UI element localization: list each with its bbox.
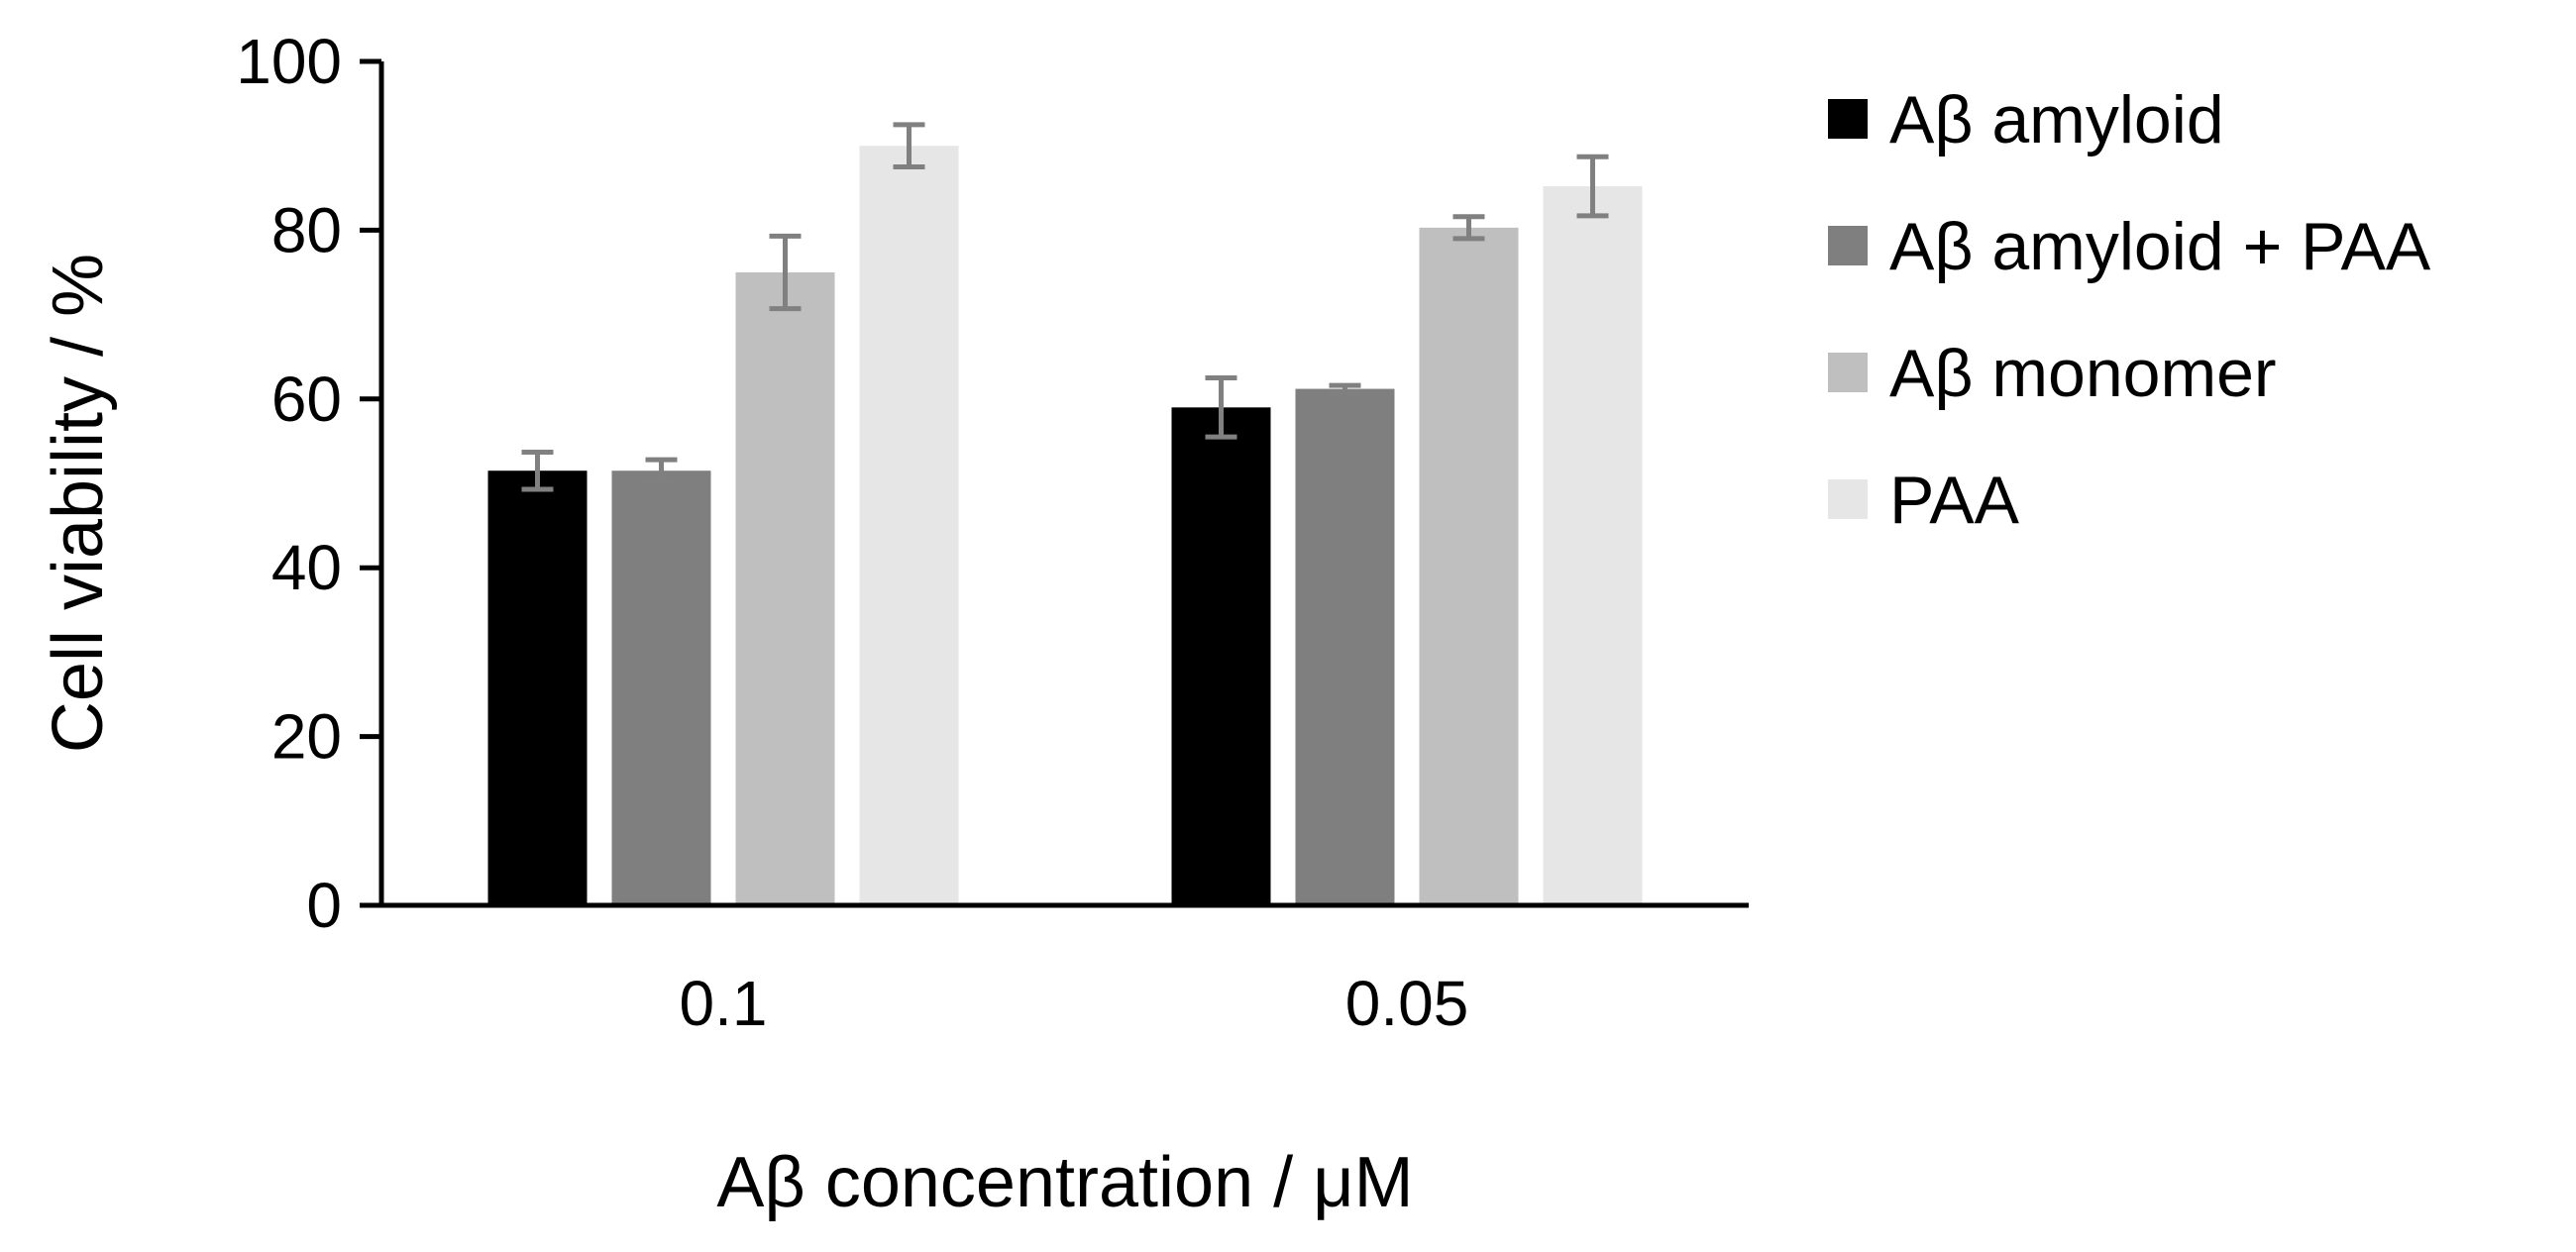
- legend-swatch-2: [1828, 353, 1868, 392]
- x-tick-label: 0.1: [680, 968, 768, 1039]
- bar-1-2: [1419, 227, 1519, 905]
- y-tick-label: 0: [306, 870, 342, 941]
- legend-label-0: Aβ amyloid: [1889, 82, 2224, 157]
- y-tick-label: 60: [271, 364, 342, 435]
- y-tick-label: 40: [271, 532, 342, 603]
- axes-layer: [360, 58, 1749, 908]
- legend: Aβ amyloid Aβ amyloid + PAA Aβ monomer PAA: [1828, 82, 2431, 538]
- legend-swatch-1: [1828, 226, 1868, 265]
- legend-swatch-0: [1828, 99, 1868, 139]
- legend-label-2: Aβ monomer: [1889, 336, 2277, 411]
- y-tick-label: 20: [271, 701, 342, 773]
- bar-0-3: [859, 146, 959, 905]
- bar-0-0: [487, 470, 588, 905]
- bars-layer: [487, 146, 1643, 905]
- y-tick-label: 80: [271, 194, 342, 265]
- bar-1-3: [1543, 186, 1643, 905]
- x-tick-label: 0.05: [1345, 968, 1469, 1039]
- bar-1-1: [1295, 388, 1395, 905]
- legend-label-1: Aβ amyloid + PAA: [1889, 209, 2431, 284]
- legend-label-3: PAA: [1889, 463, 2020, 538]
- bar-0-2: [735, 272, 835, 905]
- x-axis-title: Aβ concentration / μM: [716, 1143, 1413, 1222]
- labels-layer: 0.1 0.05 0 20 40 60 80 100 Aβ concentration / μM…: [39, 26, 1468, 1222]
- bar-0-1: [611, 470, 711, 905]
- error-bars-layer: [521, 122, 1609, 492]
- legend-swatch-3: [1828, 479, 1868, 519]
- bar-1-0: [1171, 407, 1271, 905]
- y-axis-title: Cell viability / %: [39, 254, 118, 753]
- y-tick-label: 100: [236, 26, 342, 97]
